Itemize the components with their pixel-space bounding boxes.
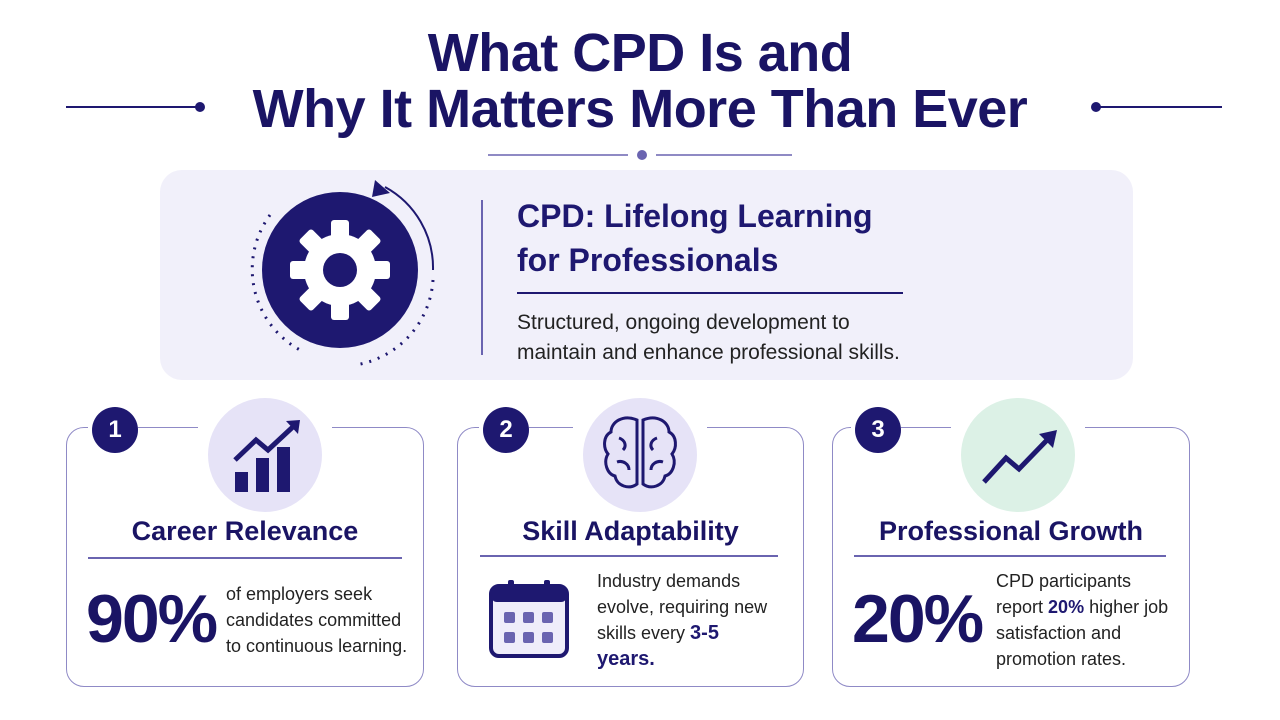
- card-text: CPD participants report: [996, 571, 1132, 617]
- gear-icon: [250, 180, 435, 367]
- divider: [88, 557, 402, 559]
- stat: 20%: [852, 581, 984, 657]
- card-text: CPD participants report 20% higher job s…: [996, 568, 1176, 672]
- highlight: 20%: [1048, 597, 1085, 617]
- card-number: 2: [483, 407, 529, 453]
- hero-heading: CPD: Lifelong Learning: [517, 198, 873, 234]
- card-title: Professional Growth: [878, 516, 1144, 546]
- card-number: 1: [92, 407, 138, 453]
- card-title: Skill Adaptability: [522, 516, 739, 546]
- divider: [517, 292, 903, 294]
- title: Why It Matters More Than Ever: [252, 79, 1028, 139]
- card-text: higher job satisfaction and promotion ra…: [996, 597, 1169, 669]
- card-number: 3: [855, 407, 901, 453]
- card-text: of employers seek candidates committed t…: [226, 584, 408, 656]
- growth-icon: [951, 392, 1085, 518]
- card-text: Industry demands evolve, requiring new s…: [597, 568, 772, 672]
- brain-icon: [573, 392, 707, 518]
- divider: [854, 555, 1166, 557]
- divider: [481, 200, 483, 355]
- hero-heading: for Professionals: [517, 242, 779, 278]
- card-text: Industry demands evolve, requiring new s…: [597, 571, 768, 643]
- hero-description: Structured, ongoing development to: [517, 311, 850, 334]
- stat: 90%: [86, 581, 218, 657]
- chart-icon: [198, 392, 332, 518]
- highlight: 3-5 years.: [597, 622, 719, 670]
- title: What CPD Is and: [427, 23, 853, 83]
- divider: [480, 555, 778, 557]
- hero-description: maintain and enhance professional skills…: [517, 341, 900, 364]
- calendar-icon: [489, 580, 569, 658]
- card-title: Career Relevance: [131, 516, 359, 546]
